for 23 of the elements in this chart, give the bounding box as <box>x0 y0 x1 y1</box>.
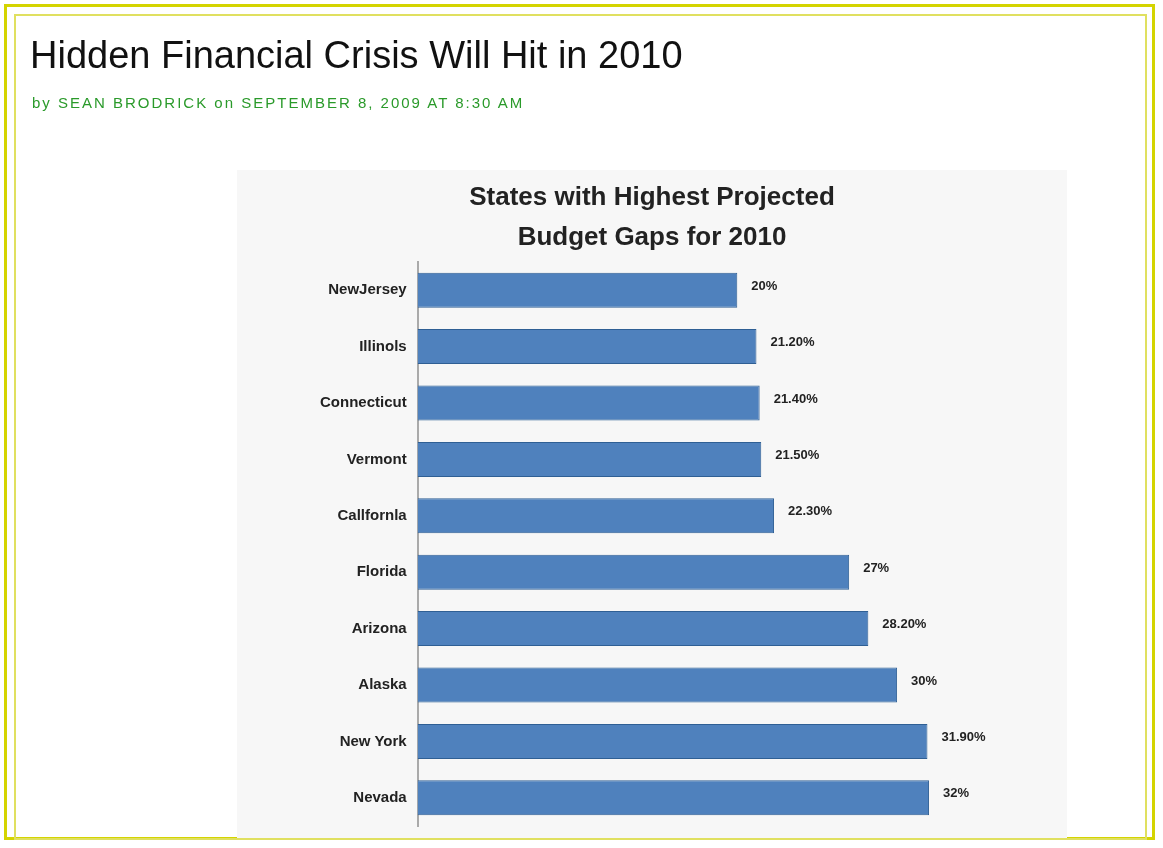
data-label: 21.20% <box>770 334 815 350</box>
data-label: 27% <box>863 559 890 575</box>
data-label: 30% <box>911 672 938 688</box>
y-tick-label: Callfornla <box>337 505 408 523</box>
y-tick-label: Connecticut <box>320 393 407 411</box>
data-label: 32% <box>943 785 970 801</box>
y-tick-label: Florida <box>356 562 408 580</box>
data-label: 31.90% <box>941 728 986 744</box>
y-tick-label: Alaska <box>358 675 408 693</box>
data-label: 22.30% <box>788 503 833 519</box>
data-label: 21.50% <box>775 446 820 462</box>
y-tick-label: Nevada <box>353 787 408 805</box>
chart-title: States with Highest Projected Budget Gaps for 2010 <box>468 180 836 253</box>
data-label: 20% <box>751 277 778 293</box>
y-tick-label: NewJersey <box>328 280 408 298</box>
text: Hidden Financial Crisis Will Hit in 2010 <box>30 34 683 77</box>
data-label: 28.20% <box>882 616 927 632</box>
text: by SEAN BRODRICK on SEPTEMBER 8, 2009 AT 8:30 AM <box>32 94 525 111</box>
y-tick-label: Vermont <box>346 449 407 467</box>
y-tick-label: New York <box>339 731 408 749</box>
y-tick-label: Illinols <box>359 336 407 354</box>
data-label: 21.40% <box>773 390 819 406</box>
y-tick-label: Arizona <box>351 618 408 636</box>
